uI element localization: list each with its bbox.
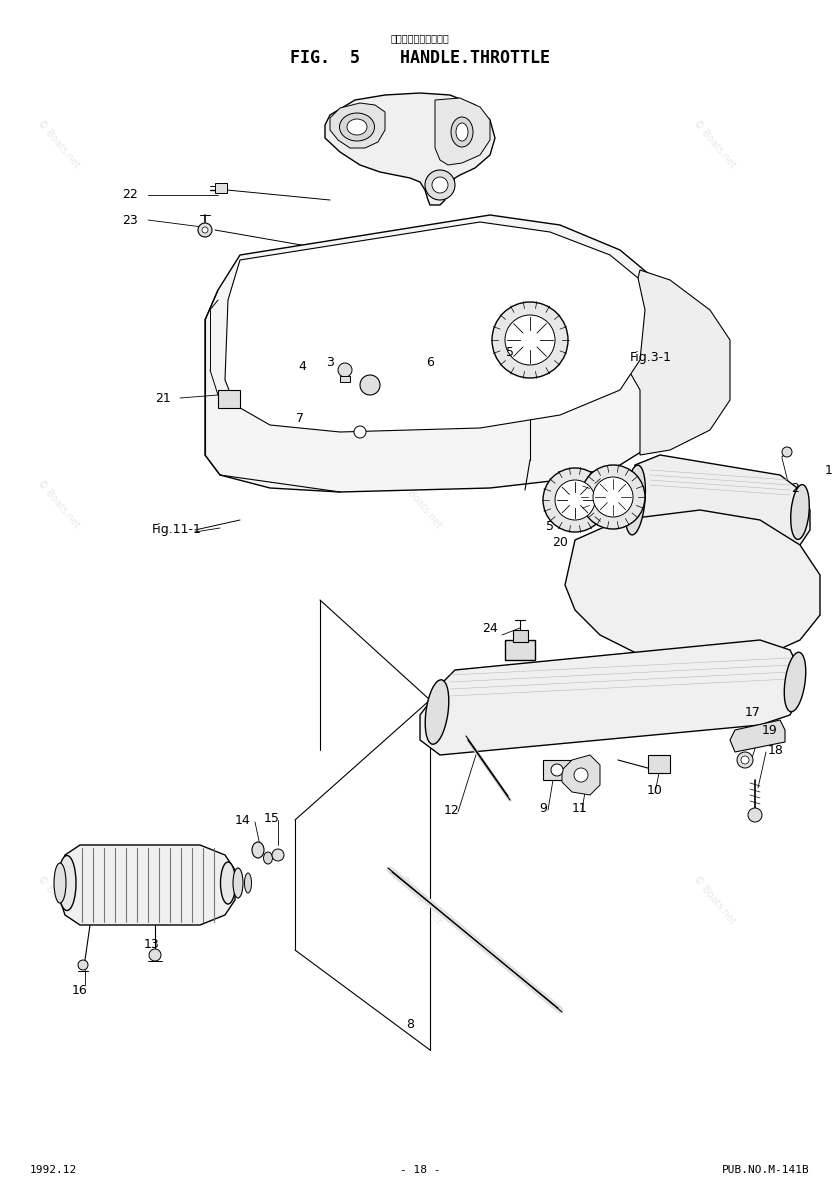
Ellipse shape [220, 862, 235, 904]
Text: 1: 1 [825, 463, 833, 476]
Circle shape [425, 170, 455, 200]
Circle shape [782, 446, 792, 457]
Text: 14: 14 [235, 814, 251, 827]
Text: 21: 21 [155, 391, 171, 404]
Circle shape [737, 752, 753, 768]
Text: PUB.NO.M-141B: PUB.NO.M-141B [722, 1165, 810, 1175]
Polygon shape [325, 92, 495, 205]
Text: - 18 -: - 18 - [400, 1165, 440, 1175]
Bar [340, 376, 350, 382]
Circle shape [555, 480, 595, 520]
Polygon shape [205, 215, 670, 492]
Circle shape [741, 756, 749, 764]
Polygon shape [562, 755, 600, 794]
Text: © Boats.net: © Boats.net [691, 118, 737, 170]
Circle shape [198, 223, 212, 236]
Bar [513, 630, 528, 642]
Circle shape [149, 949, 161, 961]
Ellipse shape [244, 874, 251, 893]
Ellipse shape [54, 863, 66, 902]
Text: © Boats.net: © Boats.net [36, 118, 81, 170]
Text: © Boats.net: © Boats.net [397, 874, 443, 926]
Polygon shape [565, 510, 820, 665]
Text: © Boats.net: © Boats.net [691, 874, 737, 926]
Text: 17: 17 [745, 706, 761, 719]
Circle shape [354, 426, 366, 438]
Text: © Boats.net: © Boats.net [691, 478, 737, 530]
Ellipse shape [456, 122, 468, 140]
Text: 8: 8 [406, 1019, 414, 1032]
Text: 7: 7 [296, 412, 304, 425]
Ellipse shape [339, 113, 375, 140]
Ellipse shape [425, 679, 449, 744]
Polygon shape [60, 845, 235, 925]
Circle shape [432, 176, 448, 193]
Ellipse shape [785, 653, 806, 712]
Text: 11: 11 [572, 802, 588, 815]
Text: 5: 5 [506, 346, 514, 359]
Polygon shape [435, 98, 490, 164]
Ellipse shape [252, 842, 264, 858]
Text: 12: 12 [444, 804, 459, 816]
Circle shape [505, 314, 555, 365]
Circle shape [748, 808, 762, 822]
Text: ハンドル，スロットル: ハンドル，スロットル [391, 32, 449, 43]
Text: © Boats.net: © Boats.net [397, 478, 443, 530]
Text: 22: 22 [122, 188, 138, 202]
Polygon shape [620, 455, 810, 558]
Polygon shape [620, 270, 730, 455]
Text: Fig.3-1: Fig.3-1 [630, 352, 672, 365]
Ellipse shape [790, 485, 809, 540]
Bar [543, 760, 571, 780]
Ellipse shape [625, 466, 645, 535]
Circle shape [272, 850, 284, 862]
Text: 23: 23 [122, 214, 138, 227]
Circle shape [338, 362, 352, 377]
Polygon shape [730, 720, 785, 752]
Text: 6: 6 [426, 356, 434, 370]
Text: 15: 15 [264, 811, 280, 824]
Text: 13: 13 [144, 938, 160, 952]
Text: FIG.  5    HANDLE.THROTTLE: FIG. 5 HANDLE.THROTTLE [290, 49, 550, 67]
Text: 10: 10 [647, 784, 663, 797]
Text: 1992.12: 1992.12 [30, 1165, 77, 1175]
Ellipse shape [347, 119, 367, 134]
Text: © Boats.net: © Boats.net [36, 874, 81, 926]
Circle shape [593, 476, 633, 517]
Text: 9: 9 [539, 802, 547, 815]
Text: 20: 20 [552, 535, 568, 548]
Text: © Boats.net: © Boats.net [397, 118, 443, 170]
Circle shape [492, 302, 568, 378]
Bar [648, 755, 670, 773]
Text: 5: 5 [546, 520, 554, 533]
Circle shape [360, 374, 380, 395]
Text: 2: 2 [791, 481, 799, 494]
Text: © Boats.net: © Boats.net [36, 478, 81, 530]
Polygon shape [225, 222, 645, 432]
Text: 19: 19 [762, 724, 778, 737]
Text: Fig.11-1: Fig.11-1 [152, 523, 202, 536]
Circle shape [543, 468, 607, 532]
Bar [215, 182, 227, 193]
Bar [218, 390, 240, 408]
Text: 4: 4 [298, 360, 306, 373]
Ellipse shape [58, 856, 76, 911]
Circle shape [551, 764, 563, 776]
Polygon shape [420, 640, 800, 755]
Ellipse shape [233, 868, 243, 898]
Circle shape [202, 227, 208, 233]
Bar [505, 640, 535, 660]
Circle shape [574, 768, 588, 782]
Text: 3: 3 [326, 356, 334, 370]
Text: 18: 18 [768, 744, 784, 756]
Text: 24: 24 [482, 622, 498, 635]
Polygon shape [330, 103, 385, 148]
Circle shape [581, 464, 645, 529]
Ellipse shape [451, 116, 473, 146]
Circle shape [78, 960, 88, 970]
Text: 16: 16 [72, 984, 88, 996]
Ellipse shape [264, 852, 272, 864]
